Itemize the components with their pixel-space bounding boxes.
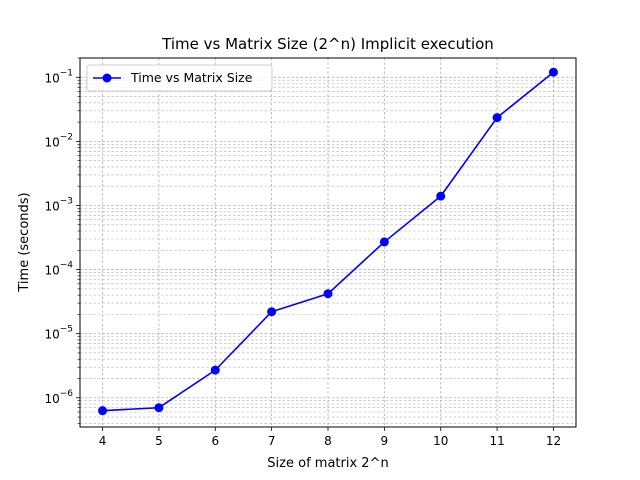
- data-point: [154, 403, 164, 413]
- x-axis-ticks: 4 5 6 7 8 9 10 11 12: [99, 427, 561, 448]
- legend-marker: [102, 73, 112, 83]
- data-point: [323, 289, 333, 299]
- y-tick-label: 10−5: [44, 325, 73, 342]
- data-point: [210, 365, 220, 375]
- x-tick-label: 8: [324, 434, 332, 448]
- x-tick-label: 5: [155, 434, 163, 448]
- x-tick-label: 10: [433, 434, 448, 448]
- legend-box: [86, 64, 273, 92]
- legend-label: Time vs Matrix Size: [130, 70, 253, 85]
- data-point: [379, 237, 389, 247]
- data-point: [548, 67, 558, 77]
- x-tick-label: 7: [268, 434, 276, 448]
- y-tick-label: 10−4: [44, 261, 73, 278]
- y-tick-label: 10−6: [44, 389, 73, 406]
- x-tick-label: 12: [546, 434, 561, 448]
- data-point: [492, 113, 502, 123]
- x-tick-label: 9: [381, 434, 389, 448]
- series-layer: [98, 67, 558, 416]
- data-point: [267, 307, 277, 317]
- x-axis-label: Size of matrix 2^n: [267, 456, 388, 471]
- y-tick-label: 10−2: [44, 132, 73, 149]
- x-tick-label: 4: [99, 434, 107, 448]
- legend: Time vs Matrix Size: [86, 64, 273, 92]
- x-tick-label: 6: [211, 434, 219, 448]
- y-axis-label: Time (seconds): [17, 192, 32, 292]
- y-axis-ticks: 10−6 10−5 10−4 10−3 10−2 10−1: [44, 57, 80, 424]
- chart-title: Time vs Matrix Size (2^n) Implicit execu…: [161, 35, 494, 53]
- y-tick-label: 10−1: [44, 68, 73, 85]
- y-tick-label: 10−3: [44, 196, 73, 213]
- data-point: [436, 191, 446, 201]
- x-tick-label: 11: [489, 434, 504, 448]
- data-point: [98, 406, 108, 416]
